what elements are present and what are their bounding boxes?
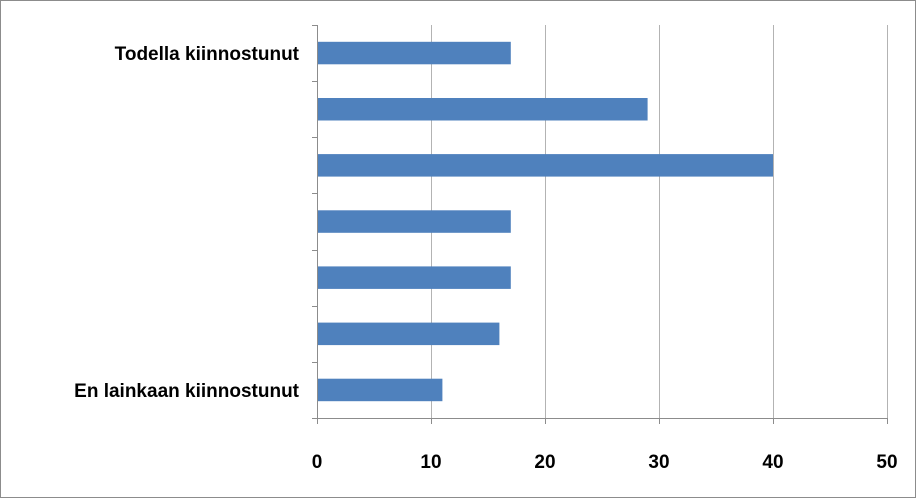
bar-4 bbox=[317, 266, 511, 289]
x-tick-label-10: 10 bbox=[420, 452, 441, 473]
x-tick-label-40: 40 bbox=[762, 452, 783, 473]
axes bbox=[312, 25, 888, 424]
x-tick-label-50: 50 bbox=[876, 452, 897, 473]
bars bbox=[317, 41, 773, 402]
category-label-0: Todella kiinnostunut bbox=[115, 44, 300, 65]
x-tick-label-30: 30 bbox=[648, 452, 669, 473]
x-tick-label-0: 0 bbox=[312, 452, 323, 473]
bar-0 bbox=[317, 41, 511, 65]
category-label-6: En lainkaan kiinnostunut bbox=[74, 381, 300, 402]
bar-5 bbox=[317, 322, 500, 346]
bar-3 bbox=[317, 210, 511, 233]
bar-1 bbox=[317, 98, 648, 121]
bar-2 bbox=[317, 154, 773, 177]
x-tick-label-20: 20 bbox=[534, 452, 555, 473]
bar-6 bbox=[317, 378, 443, 402]
gridlines bbox=[431, 25, 888, 418]
labels: 0 10 20 30 40 50 Todella kiinnostunut En lainka… bbox=[74, 44, 897, 473]
